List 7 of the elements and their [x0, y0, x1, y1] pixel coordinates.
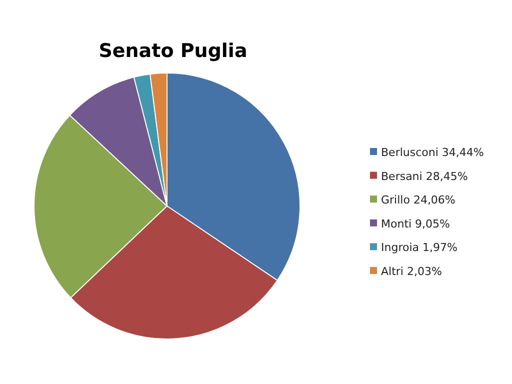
legend-label: Berlusconi 34,44%: [381, 146, 484, 159]
chart-title: Senato Puglia: [98, 40, 248, 62]
legend-label: Grillo 24,06%: [381, 194, 456, 207]
legend-label: Altri 2,03%: [381, 265, 442, 278]
legend-label: Monti 9,05%: [381, 217, 450, 230]
legend-label: Bersani 28,45%: [381, 170, 468, 183]
legend-label: Ingroia 1,97%: [381, 241, 458, 254]
